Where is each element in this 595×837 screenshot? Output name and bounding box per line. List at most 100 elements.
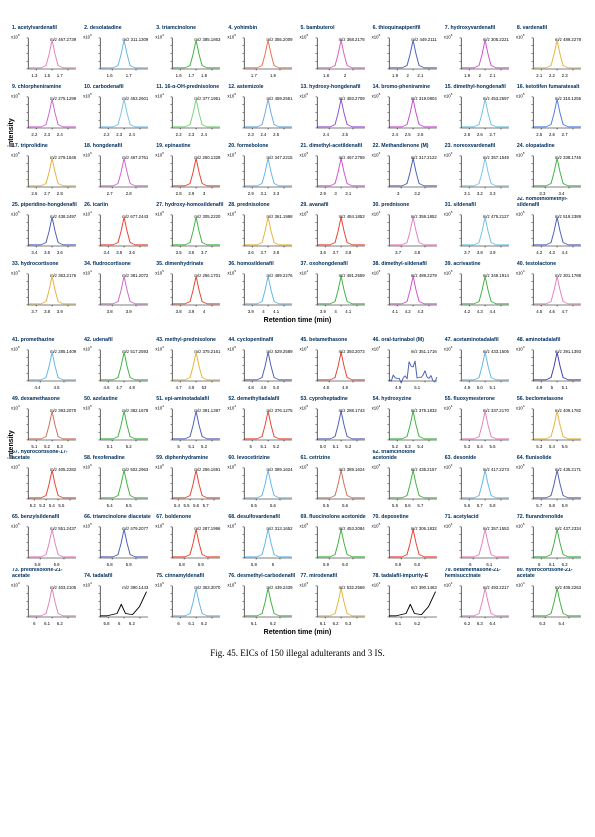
chart-panel: 78. tadalafil-impurity-Ex103m/z 390.1463… [371,568,441,625]
y-exponent-label: x105 [372,522,381,528]
x-tick-labels: 2.72.8 [82,191,152,196]
x-tick: 3.7 [389,250,408,255]
mz-label: m/z 489.2279 [411,273,437,278]
x-tick: 5.7 [533,503,546,508]
mz-label: m/z 310.1255 [555,96,581,101]
x-tick-labels: 3.73.8 [371,250,441,255]
x-tick-labels: 5.45.55.65.7 [154,503,224,508]
mz-label: m/z 493.2217 [483,585,509,590]
x-tick: 4.1 [342,309,355,314]
chart-panel: 30. prednisonex104m/z 359.18523.73.8 [371,197,441,254]
x-tick: 3.6 [126,250,139,255]
panel-title: 21. dimethyl-acetildenafil [299,138,369,149]
x-tick-labels: 5.25.35.4 [371,444,441,449]
panel-title: 41. promethazine [10,332,80,343]
x-tick: 2.2 [172,132,185,137]
x-tick: 5.9 [317,562,336,567]
plot-area: x104m/z 417.22735.65.75.8 [443,461,513,507]
mz-label: m/z 390.1463 [411,585,437,590]
peak-curve [317,158,365,186]
x-tick: 5 [172,444,185,449]
x-tick: 3.2 [473,191,486,196]
x-tick-labels: 3.43.53.6 [82,250,152,255]
chart-panel: 21. dimethyl-acetildenafilx105m/z 467.27… [299,138,369,195]
mz-label: m/z 435.2157 [411,467,437,472]
panel-title: 74. tadalafil [82,568,152,579]
panel-title: 34. fludrocortisone [82,256,152,267]
x-tick: 5.1 [486,385,499,390]
y-exponent-label: x105 [155,210,164,216]
x-tick: 5.9 [191,562,210,567]
panel-title: 2. desolatadine [82,20,152,31]
x-tick: 4.8 [317,385,336,390]
x-tick: 6.4 [552,621,571,626]
mz-label: m/z 475.2127 [483,214,509,219]
plot-area: x105m/z 389.16245.55.6 [226,461,296,507]
peak-curve [317,411,365,439]
x-tick: 2.5 [401,132,414,137]
y-exponent-label: x104 [372,210,381,216]
plot-area: x104m/z 301.17884.54.64.7 [515,267,585,313]
y-exponent-label: x104 [516,581,525,587]
chart-panel: 25. piperidino-hongdenafilx105m/z 438.24… [10,197,80,254]
plot-area: x105m/z 279.18462.62.72.8 [10,149,80,195]
panel-title: 75. cinnamyldenafil [154,568,224,579]
panel-title: 11. 16-α-OH-prednisolone [154,79,224,90]
x-tick: 2.2 [28,132,41,137]
peak-curve [172,40,220,68]
x-tick-labels: 2.42.5 [299,132,369,137]
figure-page: 1. acetylvardenafilx105m/z 467.27391.31.… [0,0,595,666]
plot-area: x104m/z 481.25593.944.1 [299,267,369,313]
plot-area: x105m/z 382.16785.15.2 [82,402,152,448]
mz-label: m/z 459.2551 [266,96,292,101]
mz-label: m/z 288.1743 [339,408,365,413]
x-tick: 4.3 [414,309,427,314]
peak-curve [100,276,148,304]
chart-panel: 44. cyclopentinafilx105m/z 529.25894.84.… [226,332,296,389]
y-exponent-label: x104 [83,269,92,275]
x-tick: 6 [28,621,41,626]
mz-label: m/z 489.2276 [266,273,292,278]
peak-curve [389,40,437,68]
x-tick: 5.7 [414,503,427,508]
x-tick: 5.9 [244,562,263,567]
chart-panel: 57. hydrocortisone-17-acetatex104m/z 405… [10,450,80,507]
panel-title: 38. dimethyl-sildenafil [371,256,441,267]
chart-panel: 32. homothiomethyl-sildenafilx105m/z 519… [515,197,585,254]
x-tick: 3.8 [41,309,54,314]
x-tick: 4 [198,309,211,314]
x-tick: 4.2 [533,250,546,255]
x-tick: 6.1 [546,562,559,567]
x-tick: 5.4 [47,503,57,508]
x-tick: 2.8 [119,191,138,196]
y-exponent-label: x104 [444,522,453,528]
chart-panel: 14. bromo-pheniraminex105m/z 319.08042.4… [371,79,441,136]
x-tick: 5.1 [329,444,342,449]
x-tick-labels: 6.16.26.3 [299,621,369,626]
y-exponent-label: x104 [11,404,20,410]
chart-panel: 50. azelastinex105m/z 382.16785.15.2 [82,391,152,448]
x-axis-label: Retention time (min) [10,627,585,642]
x-tick: 53 [198,385,211,390]
x-tick: 3.1 [342,191,355,196]
y-exponent-label: x105 [11,92,20,98]
x-tick-labels: 33.2 [371,191,441,196]
x-tick: 4.9 [336,385,355,390]
x-tick: 5.3 [53,444,66,449]
x-tick: 5.2 [41,444,54,449]
x-tick: 6.2 [126,621,139,626]
x-tick: 2.4 [389,132,402,137]
peak-curve [245,158,293,186]
chart-panel: 11. 16-α-OH-prednisolonex104m/z 377.1951… [154,79,224,136]
x-tick: 3.4 [28,250,41,255]
y-exponent-label: x105 [11,345,20,351]
x-tick: 3.7 [198,250,211,255]
panel-title: 48. aminotadalafil [515,332,585,343]
x-tick: 3.3 [486,191,499,196]
x-tick: 3 [329,191,342,196]
chart-panel: 80. hydrocortisone-21-acetatex104m/z 405… [515,568,585,625]
y-exponent-label: x104 [155,33,164,39]
y-exponent-label: x105 [11,33,20,39]
x-tick: 5.6 [191,503,201,508]
peak-curve [100,158,148,186]
